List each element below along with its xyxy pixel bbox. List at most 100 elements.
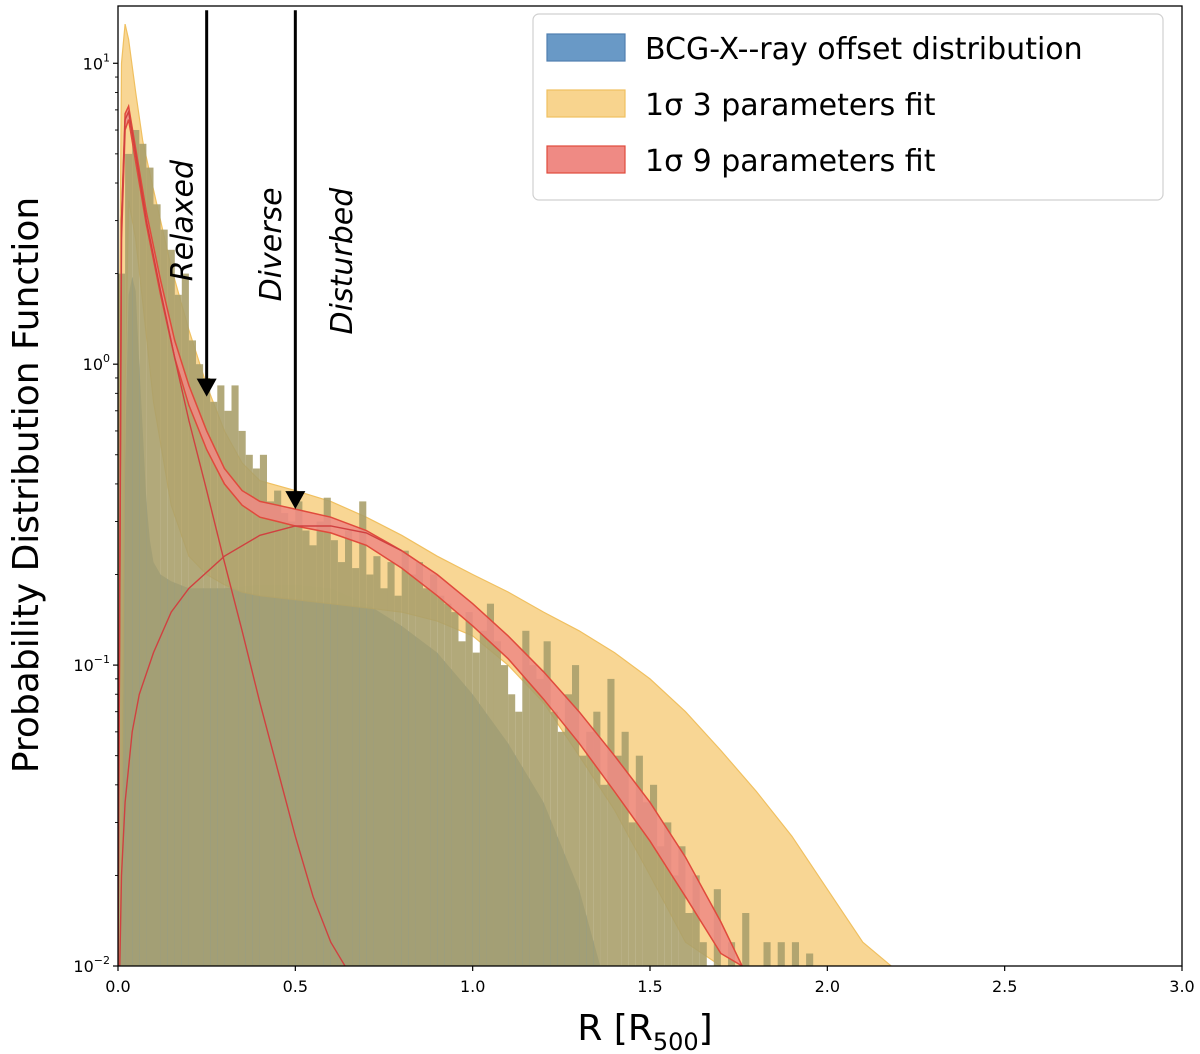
histogram-bar xyxy=(614,755,622,966)
legend-swatch xyxy=(546,33,626,62)
histogram-bar xyxy=(167,249,175,966)
histogram-bar xyxy=(323,497,331,966)
histogram-bar xyxy=(579,755,587,966)
histogram-bar xyxy=(458,641,466,966)
x-tick-label: 2.0 xyxy=(815,977,840,996)
histogram-bar xyxy=(501,665,509,966)
histogram-bar xyxy=(259,454,267,966)
plot-area xyxy=(118,23,893,966)
x-tick-label: 0.0 xyxy=(105,977,130,996)
histogram-bar xyxy=(153,204,161,966)
histogram-bar xyxy=(160,229,168,966)
histogram-bar xyxy=(352,568,360,966)
histogram-bar xyxy=(593,711,601,966)
histogram-bar xyxy=(742,913,750,966)
histogram-bar xyxy=(302,530,310,966)
histogram-bar xyxy=(423,588,431,966)
histogram-bar xyxy=(373,556,381,966)
x-tick-label: 2.5 xyxy=(992,977,1017,996)
histogram-bar xyxy=(408,574,416,966)
histogram-bar xyxy=(444,603,452,966)
histogram-bar xyxy=(763,942,771,966)
x-axis-title: R [R500] xyxy=(577,1008,712,1054)
annotation-label: Diverse xyxy=(254,187,289,301)
histogram-bar xyxy=(188,340,196,966)
histogram-bar xyxy=(486,603,494,966)
histogram-bar xyxy=(118,273,126,966)
histogram-bar xyxy=(557,731,565,966)
histogram-bar xyxy=(174,294,182,966)
histogram-bar xyxy=(564,694,572,966)
histogram-bar xyxy=(238,430,246,966)
annotation-label: Disturbed xyxy=(325,187,360,335)
histogram-bar xyxy=(281,513,289,966)
histogram-bar xyxy=(387,562,395,966)
histogram-bar xyxy=(430,574,438,966)
histogram-bar xyxy=(359,501,367,966)
histogram-bar xyxy=(515,711,523,966)
x-tick-label: 1.0 xyxy=(460,977,485,996)
histogram-bar xyxy=(806,953,814,966)
histogram-bar xyxy=(621,731,629,966)
y-tick-label: 100 xyxy=(83,352,110,374)
axes: 0.0 0.5 1.0 1.5 2.0 2.5 3.0 10−2 10−1 100 101 xyxy=(73,5,1195,996)
histogram-bar xyxy=(196,364,204,966)
histogram-bar xyxy=(330,540,338,966)
legend-swatch xyxy=(546,145,626,174)
histogram-bar xyxy=(295,501,303,966)
histogram-bar xyxy=(550,711,558,966)
relaxed-component-line xyxy=(118,109,346,966)
histogram-bar xyxy=(288,521,296,966)
y-tick-label: 101 xyxy=(83,51,110,73)
histogram-bar xyxy=(231,385,239,966)
y-axis-title: Probability Distribution Function xyxy=(6,197,47,773)
x-axis-title-close: ] xyxy=(699,1008,713,1049)
histogram-bar xyxy=(678,846,686,966)
x-axis-title-subscript: 500 xyxy=(653,1028,699,1054)
histogram-bar xyxy=(345,530,353,966)
histogram-bar xyxy=(366,574,374,966)
legend-label: 1σ 3 parameters fit xyxy=(645,88,936,123)
histogram-bar xyxy=(210,401,218,966)
histogram-bar xyxy=(536,678,544,966)
histogram-bar xyxy=(479,630,487,966)
histogram-bar xyxy=(132,130,140,966)
histogram-bar xyxy=(699,942,707,966)
histogram-bar xyxy=(252,468,260,966)
histogram-bar xyxy=(217,385,225,966)
histogram-bar xyxy=(309,545,317,966)
histogram-bar xyxy=(586,731,594,966)
histogram-bar xyxy=(316,521,324,966)
histogram-bar xyxy=(224,410,232,966)
x-tick-label: 3.0 xyxy=(1169,977,1194,996)
histogram-bar xyxy=(664,822,672,966)
plot-content xyxy=(118,23,893,966)
histogram-bar xyxy=(401,550,409,966)
annotation-arrow-head xyxy=(196,378,217,397)
y-tick-label: 10−1 xyxy=(73,653,110,675)
histogram-bar xyxy=(465,612,473,966)
nine-parameter-fit-band xyxy=(118,103,744,966)
histogram-bar xyxy=(415,562,423,966)
histogram-bar xyxy=(451,612,459,966)
histogram-bar xyxy=(572,665,580,966)
histogram-bar xyxy=(791,942,799,966)
legend: BCG-X--ray offset distribution 1σ 3 param… xyxy=(532,13,1164,201)
annotations: Relaxed Diverse Disturbed xyxy=(166,10,360,510)
histogram-bar xyxy=(181,273,189,966)
annotation-label: Relaxed xyxy=(166,159,201,281)
histogram-bar xyxy=(777,942,785,966)
legend-swatch xyxy=(546,89,626,118)
histogram-bar xyxy=(245,454,253,966)
histogram-bar xyxy=(274,490,282,966)
histogram-bar xyxy=(607,678,615,966)
legend-box xyxy=(532,13,1164,201)
histogram-bar xyxy=(493,641,501,966)
legend-label: 1σ 9 parameters fit xyxy=(645,144,936,179)
y-tick-label: 10−2 xyxy=(73,954,110,976)
histogram-bar xyxy=(600,784,608,966)
histogram-bar xyxy=(380,588,388,966)
x-tick-label: 1.5 xyxy=(637,977,662,996)
histogram-bar xyxy=(522,630,530,966)
histogram-bar xyxy=(529,665,537,966)
